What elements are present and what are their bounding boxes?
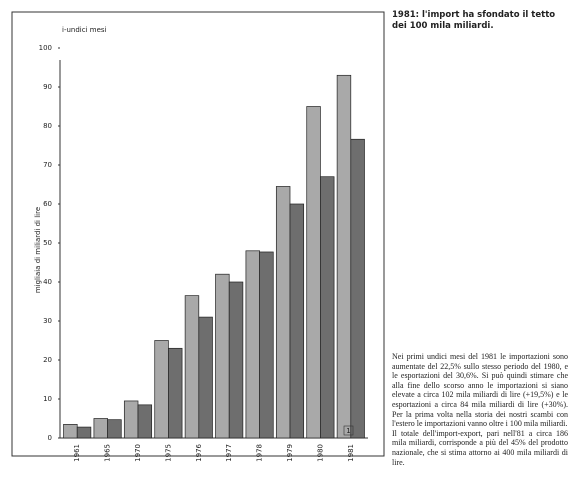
x-tick-label: 1970 (134, 444, 142, 462)
x-tick-label: 1979 (286, 444, 294, 462)
x-tick-label: 1976 (195, 443, 203, 461)
y-tick-label: 0 (48, 434, 52, 442)
x-tick-label: 1977 (225, 444, 233, 462)
y-tick-label: 40 (43, 278, 52, 286)
x-tick-label: 1961 (73, 444, 81, 462)
bar (320, 176, 335, 439)
x-tick-label: 1975 (164, 444, 172, 462)
y-tick-label: 50 (43, 239, 52, 247)
footnote-mark: 1 (346, 427, 350, 435)
bar (350, 138, 365, 439)
y-tick-label: 80 (43, 122, 52, 130)
bar (63, 424, 78, 439)
x-tick-label: 1981 (347, 444, 355, 462)
bar (107, 419, 122, 439)
paragraph: Il totale dell'import-export, pari nell'… (392, 428, 568, 467)
chart-subtitle: i-undici mesi (62, 26, 107, 34)
bar (123, 400, 139, 439)
bar (306, 106, 321, 439)
caption-title: 1981: l'import ha sfondato il tetto dei … (392, 10, 556, 31)
y-tick-label: 20 (43, 356, 52, 364)
x-tick-label: 1978 (256, 444, 264, 462)
bar (215, 273, 230, 439)
caption-text: Nei primi undici mesi del 1981 le import… (392, 352, 568, 467)
frame (11, 11, 385, 457)
bar (245, 250, 260, 439)
chart: i-undici mesi migliaia di miliardi di li… (11, 11, 385, 462)
bar (137, 404, 153, 439)
bar (198, 316, 213, 439)
y-axis-label: migliaia di miliardi di lire (34, 207, 42, 293)
bar (76, 426, 92, 439)
y-tick-label: 60 (43, 200, 52, 208)
bar (154, 340, 169, 439)
bar (336, 74, 352, 439)
bar (289, 203, 305, 439)
y-tick-label: 100 (39, 44, 52, 52)
y-tick-label: 70 (43, 161, 52, 169)
bar (93, 418, 108, 439)
footnote-box (343, 425, 354, 436)
x-tick-label: 1965 (104, 444, 112, 462)
y-tick-label: 10 (43, 395, 52, 403)
y-tick-label: 90 (43, 83, 52, 91)
bar (168, 347, 183, 439)
x-tick-label: 1980 (316, 444, 324, 462)
bar (184, 295, 200, 439)
bar (228, 281, 244, 439)
bar (259, 251, 274, 439)
bar (275, 186, 291, 439)
paragraph: Nei primi undici mesi del 1981 le import… (392, 352, 568, 429)
y-tick-label: 30 (43, 317, 52, 325)
